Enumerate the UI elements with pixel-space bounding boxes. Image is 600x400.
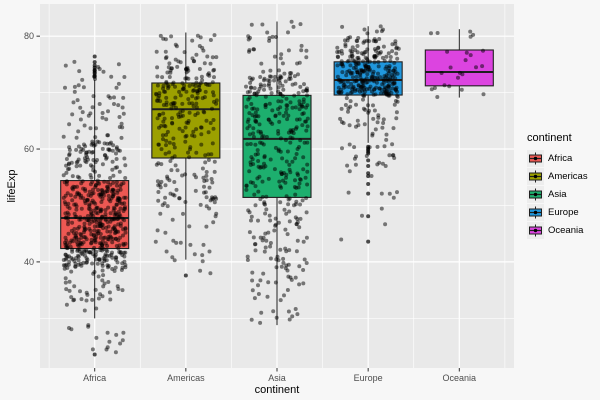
legend-entry-americas: Americas xyxy=(527,167,588,185)
x-tick-label-africa: Africa xyxy=(83,373,106,383)
jitter-points-americas xyxy=(153,33,219,276)
legend-label: Oceania xyxy=(548,224,584,236)
jitter-points-asia xyxy=(244,19,310,325)
legend-label: Asia xyxy=(548,188,567,200)
x-tick-label-americas: Americas xyxy=(167,373,205,383)
legend-entry-africa: Africa xyxy=(527,149,588,167)
y-tick-label: 40 xyxy=(24,257,34,267)
legend: continent Africa Americas Asia Europe Oceani… xyxy=(527,132,588,239)
legend-key-boxplot-icon xyxy=(527,221,544,239)
x-tick-label-europe: Europe xyxy=(354,373,383,383)
x-tick-label-oceania: Oceania xyxy=(443,373,477,383)
y-axis-title: lifeExp xyxy=(6,169,18,203)
legend-title: continent xyxy=(527,132,572,144)
legend-key-boxplot-icon xyxy=(527,149,544,167)
y-tick-label: 80 xyxy=(24,31,34,41)
legend-key-boxplot-icon xyxy=(527,185,544,203)
legend-entries: Africa Americas Asia Europe Oceania xyxy=(527,149,588,239)
axes: 40 60 80 Africa Americas Asia Europe Oceania xyxy=(24,31,476,383)
x-tick-label-asia: Asia xyxy=(268,373,286,383)
legend-label: Americas xyxy=(548,170,588,182)
legend-label: Africa xyxy=(548,152,573,164)
jitter-points-africa xyxy=(61,59,128,355)
jitter-points-oceania xyxy=(429,29,486,99)
legend-entry-oceania: Oceania xyxy=(527,221,588,239)
legend-label: Europe xyxy=(548,206,579,218)
legend-key-boxplot-icon xyxy=(527,203,544,221)
legend-entry-asia: Asia xyxy=(527,185,588,203)
x-axis-title: continent xyxy=(254,384,300,396)
jitter-points-europe xyxy=(335,24,401,242)
y-tick-label: 60 xyxy=(24,144,34,154)
legend-entry-europe: Europe xyxy=(527,203,588,221)
legend-key-boxplot-icon xyxy=(527,167,544,185)
